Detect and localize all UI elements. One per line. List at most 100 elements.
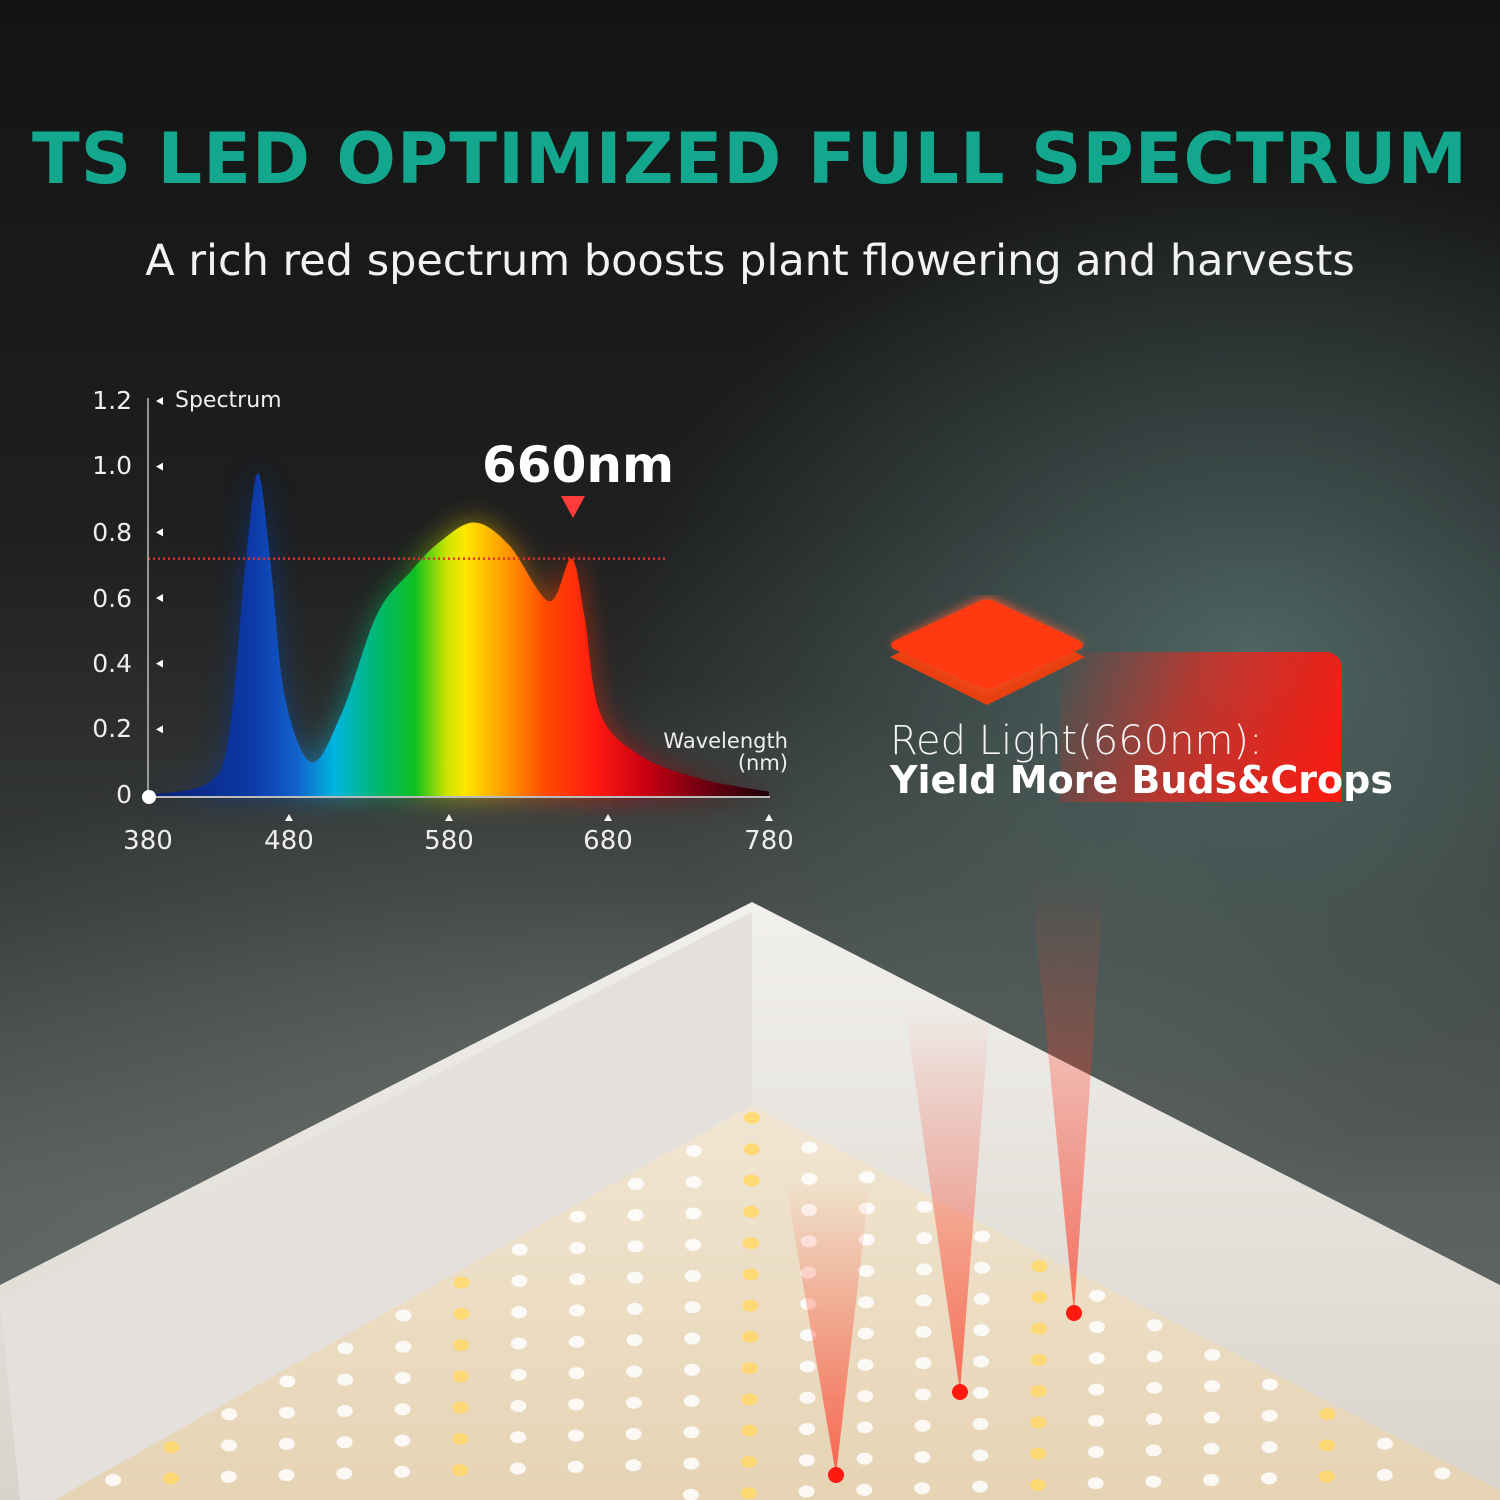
red-light-beam [785,1180,870,1475]
white-led [1088,1320,1105,1333]
white-led [972,1449,989,1462]
warm-white-led [1319,1439,1336,1452]
white-led [683,1426,700,1439]
panel-frame-inner-wall [0,912,752,1500]
white-led [1145,1413,1162,1426]
white-led [625,1459,642,1472]
white-led [685,1144,702,1157]
white-led [682,1488,699,1500]
white-led [914,1419,931,1432]
warm-white-led [1030,1447,1047,1460]
warm-white-led [1030,1385,1047,1398]
white-led [625,1396,642,1409]
white-led [971,1480,988,1493]
white-led [1261,1409,1278,1422]
x-tick-label: 580 [424,826,474,856]
red-light-beam [1030,870,1105,1313]
white-led [511,1306,528,1319]
white-led [1088,1352,1105,1365]
white-led [510,1337,527,1350]
white-led [915,1325,932,1338]
white-led [857,1390,874,1403]
white-led [278,1469,295,1482]
white-led [685,1238,702,1251]
white-led [914,1388,931,1401]
warm-white-led [451,1464,468,1477]
white-led [336,1404,353,1417]
y-tick-marker [156,659,163,668]
peak-marker-down-triangle [561,496,585,518]
y-tick-label: 0.6 [92,584,132,613]
white-led [395,1309,412,1322]
white-led [568,1304,585,1317]
white-led [1434,1467,1451,1480]
white-led [1145,1444,1162,1457]
white-led [105,1474,122,1487]
white-led [510,1368,527,1381]
white-led [856,1421,873,1434]
white-led [220,1439,237,1452]
white-led [915,1294,932,1307]
warm-white-led [1031,1260,1048,1273]
white-led [1203,1442,1220,1455]
spectrum-area [148,473,769,797]
warm-white-led [453,1339,470,1352]
white-led [569,1273,586,1286]
white-led [278,1437,295,1450]
white-led [916,1200,933,1213]
white-led [627,1177,644,1190]
x-axis-label-line: (nm) [737,751,788,775]
white-led [856,1452,873,1465]
white-led [337,1373,354,1386]
callout-subtitle: Yield More Buds&Crops [890,758,1393,802]
x-axis-label-line: Wavelength [663,729,788,753]
warm-white-led [742,1330,759,1343]
x-tick-marker [285,814,293,821]
white-led [683,1457,700,1470]
white-led [1088,1414,1105,1427]
white-led [1087,1477,1104,1490]
white-led [798,1454,815,1467]
y-tick-marker [156,528,163,537]
white-led [799,1423,816,1436]
white-led [857,1358,874,1371]
spectrum-chart [142,397,770,821]
warm-white-led [741,1424,758,1437]
warm-white-led [452,1370,469,1383]
white-led [1261,1472,1278,1485]
white-led [394,1465,411,1478]
y-tick-label: 0 [116,780,132,809]
x-tick-marker [445,814,453,821]
white-led [511,1274,528,1287]
warm-white-led [743,1143,760,1156]
white-led [1087,1446,1104,1459]
white-led [858,1265,875,1278]
white-led [799,1360,816,1373]
warm-white-led [452,1401,469,1414]
y-tick-marker [156,725,163,734]
white-led [801,1141,818,1154]
white-led [973,1292,990,1305]
warm-white-led [1030,1416,1047,1429]
white-led [1261,1441,1278,1454]
white-led [627,1240,644,1253]
y-tick-label: 0.4 [92,649,132,678]
white-led [973,1355,990,1368]
warm-white-led [452,1432,469,1445]
white-led [394,1403,411,1416]
white-led [1204,1348,1221,1361]
axis-origin-dot [142,790,156,804]
white-led [683,1395,700,1408]
white-led [1088,1383,1105,1396]
white-led [1376,1437,1393,1450]
white-led [857,1296,874,1309]
white-led [626,1365,643,1378]
white-led [511,1243,528,1256]
white-led [567,1429,584,1442]
x-tick-label: 780 [744,826,794,856]
white-led [220,1470,237,1483]
red-led [1066,1305,1082,1321]
y-tick-marker [156,397,163,405]
white-led [1146,1381,1163,1394]
white-led [916,1263,933,1276]
